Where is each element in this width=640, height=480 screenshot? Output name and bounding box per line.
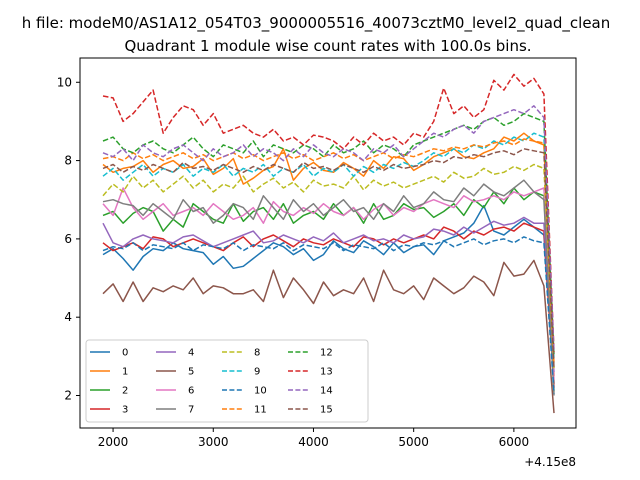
series-line-7 [102, 179, 555, 396]
series-line-13 [102, 73, 555, 353]
legend-label-3: 3 [122, 405, 128, 416]
x-tick-label: 3000 [198, 435, 229, 449]
x-tick-label: 6000 [499, 435, 530, 449]
x-tick-label: 4000 [298, 435, 329, 449]
y-tick-label: 4 [64, 310, 72, 324]
series-line-4 [102, 216, 555, 373]
legend-label-0: 0 [122, 348, 128, 359]
y-tick-label: 2 [64, 389, 72, 403]
figure-suptitle: h file: modeM0/AS1A12_054T03_9000005516_… [22, 14, 611, 33]
legend-label-9: 9 [254, 367, 260, 378]
series-line-5 [102, 259, 555, 414]
legend-label-15: 15 [320, 405, 333, 416]
legend-label-5: 5 [188, 367, 194, 378]
x-axis: 2000 3000 4000 5000 6000 [98, 428, 529, 449]
series-line-10 [102, 236, 555, 394]
y-tick-label: 6 [64, 232, 72, 246]
series-line-3 [102, 222, 555, 388]
x-tick-label: 5000 [398, 435, 429, 449]
chart-title: Quadrant 1 module wise count rates with … [124, 37, 531, 55]
y-axis: 2 4 6 8 10 [57, 75, 80, 403]
legend-label-10: 10 [254, 386, 267, 397]
legend-label-11: 11 [254, 405, 267, 416]
x-axis-offset-label: +4.15e8 [524, 455, 576, 469]
legend-label-1: 1 [122, 367, 128, 378]
legend-label-13: 13 [320, 367, 333, 378]
series-line-6 [102, 187, 555, 380]
series-line-12 [102, 112, 555, 357]
legend-label-12: 12 [320, 348, 333, 359]
plot-frame [79, 57, 577, 429]
legend-label-7: 7 [188, 405, 194, 416]
x-tick-label: 2000 [98, 435, 129, 449]
series-line-14 [102, 105, 555, 353]
y-tick-label: 8 [64, 154, 72, 168]
series-line-9 [102, 132, 555, 361]
legend-label-6: 6 [188, 386, 194, 397]
legend-label-4: 4 [188, 348, 194, 359]
series-line-1 [102, 132, 555, 376]
series-line-15 [102, 148, 555, 369]
legend-frame [85, 339, 369, 423]
legend-label-14: 14 [320, 386, 333, 397]
series-line-8 [102, 163, 555, 369]
y-tick-label: 10 [57, 75, 72, 89]
legend-label-2: 2 [122, 386, 128, 397]
legend-label-8: 8 [254, 348, 260, 359]
series-lines [102, 73, 555, 414]
